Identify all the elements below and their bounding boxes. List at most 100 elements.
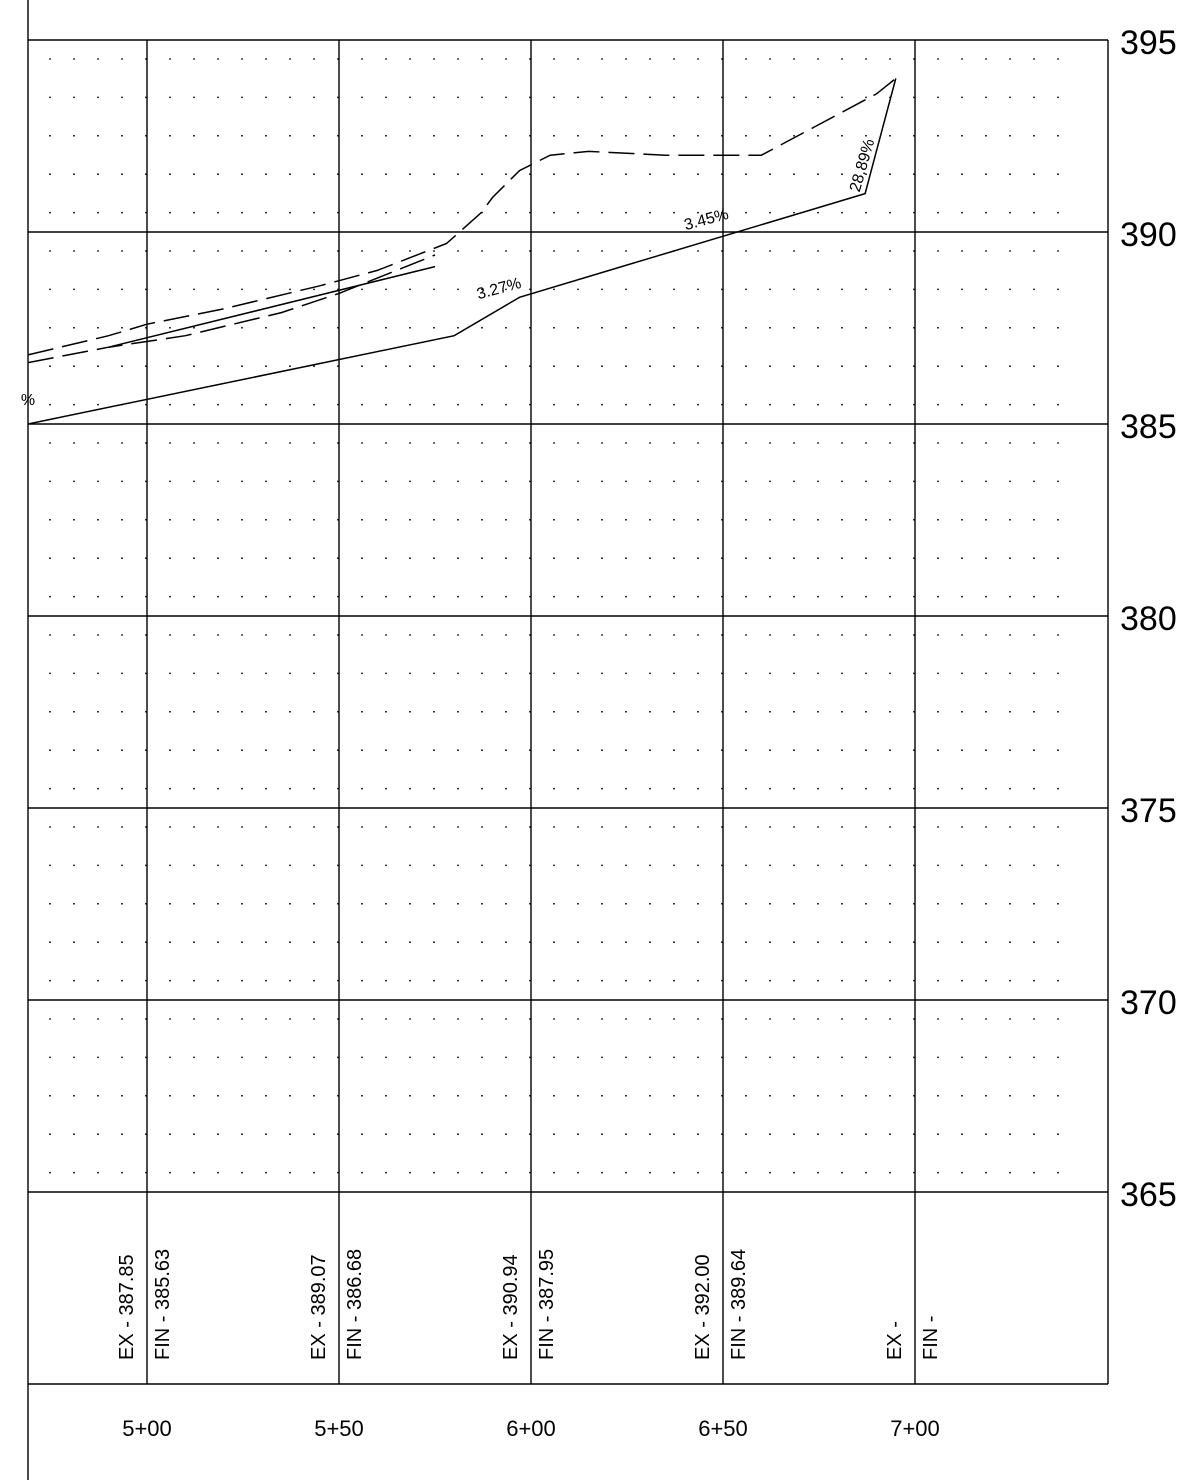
grid-dot <box>673 1133 675 1136</box>
grid-dot <box>505 634 507 636</box>
grid-dot <box>457 518 459 521</box>
grid-dot <box>481 403 483 406</box>
grid-dot <box>553 941 555 944</box>
grid-dot <box>1033 557 1035 560</box>
grid-dot <box>217 979 219 982</box>
grid-dot <box>697 864 699 867</box>
grid-dot <box>673 826 675 828</box>
grid-dot <box>697 211 699 214</box>
grid-dot <box>265 634 267 636</box>
grid-dot <box>889 134 891 137</box>
grid-dot <box>73 58 75 60</box>
grid-dot <box>601 173 603 176</box>
grid-dot <box>769 58 771 60</box>
grid-dot <box>769 672 771 675</box>
grid-dot <box>433 96 435 99</box>
grid-dot <box>601 672 603 675</box>
grid-dot <box>817 826 819 828</box>
grid-dot <box>889 1133 891 1136</box>
grid-dot <box>505 710 507 713</box>
grid-dot <box>601 826 603 828</box>
grid-dot <box>769 250 771 252</box>
grid-dot <box>409 288 411 291</box>
grid-dot <box>649 1171 651 1174</box>
grid-dot <box>457 288 459 291</box>
grid-dot <box>289 864 291 867</box>
grid-dot <box>577 979 579 982</box>
grid-dot <box>793 288 795 291</box>
grid-dot <box>745 173 747 176</box>
grid-dot <box>1009 403 1011 406</box>
grid-dot <box>385 979 387 982</box>
grid-dot <box>817 442 819 444</box>
grid-dot <box>937 134 939 137</box>
grid-dot <box>745 134 747 137</box>
grid-dot <box>625 58 627 60</box>
grid-dot <box>265 211 267 214</box>
grid-dot <box>409 595 411 598</box>
grid-dot <box>505 326 507 329</box>
grid-dot <box>505 288 507 291</box>
grid-dot <box>817 1056 819 1059</box>
grid-dot <box>1057 826 1059 828</box>
grid-dot <box>433 211 435 214</box>
grid-dot <box>409 749 411 752</box>
dashed-profile-line-1 <box>27 77 897 356</box>
grid-dot <box>601 557 603 560</box>
grid-dot <box>169 134 171 137</box>
grid-dot <box>73 134 75 137</box>
grid-dot <box>385 941 387 944</box>
grid-dot <box>121 902 123 905</box>
grid-dot <box>169 979 171 982</box>
grid-dot <box>97 595 99 598</box>
grid-dot <box>73 173 75 176</box>
grid-dot <box>1009 749 1011 752</box>
grid-dot <box>361 979 363 982</box>
finish-elevation-label: FIN - 385.63 <box>152 1249 174 1360</box>
grid-dot <box>865 1094 867 1097</box>
grid-dot <box>289 326 291 329</box>
grid-dot <box>649 672 651 675</box>
grid-dot <box>673 941 675 944</box>
grid-dot <box>649 173 651 176</box>
grid-dot <box>817 96 819 99</box>
grid-dot <box>841 634 843 636</box>
grid-dot <box>361 211 363 214</box>
grid-dot <box>625 134 627 137</box>
grid-dot <box>73 672 75 675</box>
grid-dot <box>1033 326 1035 329</box>
grid-dot <box>1033 672 1035 675</box>
grid-dot <box>937 1133 939 1136</box>
grid-dot <box>193 96 195 99</box>
grid-dot <box>433 634 435 636</box>
grid-dot <box>121 787 123 790</box>
grid-dot <box>937 403 939 406</box>
grid-dot <box>601 595 603 598</box>
grid-dot <box>73 941 75 944</box>
grid-dot <box>505 595 507 598</box>
grid-dot <box>673 672 675 675</box>
grid-dot <box>1057 1056 1059 1059</box>
grid-dot <box>697 403 699 406</box>
grid-dot <box>121 1056 123 1059</box>
grid-dot <box>193 710 195 713</box>
grid-dot <box>73 1018 75 1020</box>
grid-dot <box>217 58 219 60</box>
grid-dot <box>1009 864 1011 867</box>
grid-dot <box>241 1171 243 1174</box>
grid-dot <box>241 557 243 560</box>
grid-dot <box>1009 941 1011 944</box>
grid-dot <box>961 96 963 99</box>
station-tick-label: 5+50 <box>314 1416 364 1441</box>
grid-dot <box>553 902 555 905</box>
grid-dot <box>409 826 411 828</box>
grid-dot <box>1009 1171 1011 1174</box>
grid-dot <box>697 979 699 982</box>
grid-dot <box>169 365 171 368</box>
grid-dot <box>985 96 987 99</box>
grid-dot <box>553 979 555 982</box>
grid-dot <box>697 1018 699 1020</box>
grid-dot <box>697 787 699 790</box>
grid-dot <box>457 96 459 99</box>
grid-dot <box>625 480 627 483</box>
